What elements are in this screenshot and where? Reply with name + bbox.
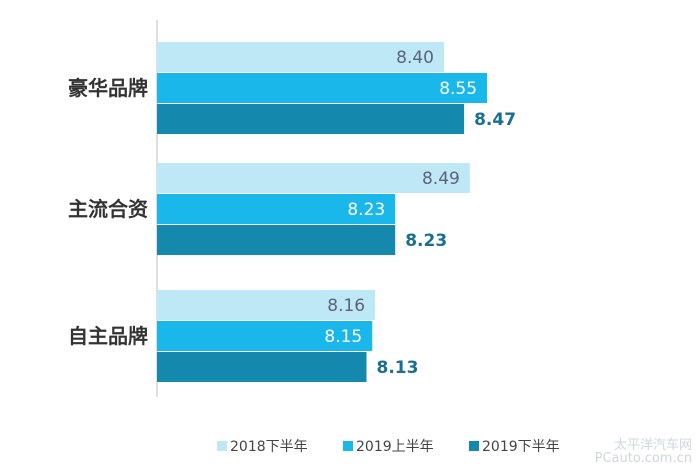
data-label: 8.23 (405, 231, 447, 251)
category-label: 豪华品牌 (68, 76, 148, 100)
watermark-line2: PCauto.com.cn (594, 451, 692, 466)
legend: 2018下半年 2019上半年 2019下半年 (217, 439, 560, 455)
bar (157, 42, 444, 72)
bar (157, 163, 470, 193)
legend-swatch (343, 441, 353, 451)
watermark-line1: 太平洋汽车网 (613, 438, 692, 453)
bar (157, 225, 396, 255)
bar (157, 321, 373, 351)
data-label: 8.15 (324, 327, 362, 347)
data-label: 8.55 (439, 79, 477, 99)
data-label: 8.16 (327, 296, 365, 316)
category-label: 自主品牌 (68, 324, 148, 348)
watermark: 太平洋汽车网 PCauto.com.cn (595, 439, 692, 465)
data-label: 8.13 (377, 358, 419, 378)
bar (157, 290, 376, 320)
legend-label: 2018下半年 (230, 439, 308, 455)
bar (157, 194, 396, 224)
bar (157, 104, 465, 134)
legend-swatch (469, 441, 479, 451)
data-label: 8.49 (422, 169, 460, 189)
bar (157, 352, 367, 382)
legend-label: 2019下半年 (482, 439, 560, 455)
data-label: 8.40 (396, 48, 434, 68)
data-label: 8.23 (347, 200, 385, 220)
legend-swatch (217, 441, 227, 451)
bar (157, 73, 488, 103)
legend-label: 2019上半年 (356, 439, 434, 455)
category-label: 主流合资 (68, 197, 148, 221)
data-label: 8.47 (474, 110, 516, 130)
